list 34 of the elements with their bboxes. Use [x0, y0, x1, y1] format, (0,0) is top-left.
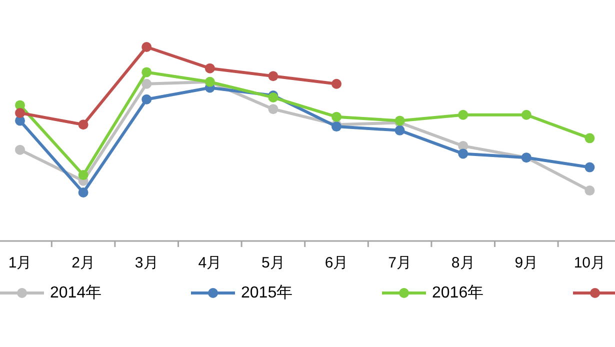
- point: [458, 148, 468, 159]
- point: [78, 188, 88, 198]
- point: [142, 67, 152, 78]
- x-tick-label: 4月: [198, 254, 222, 272]
- point: [142, 42, 152, 52]
- point: [521, 110, 532, 120]
- point: [332, 112, 342, 122]
- x-tick-label: 9月: [514, 254, 538, 272]
- x-tick-label: 1月: [8, 254, 32, 272]
- point: [268, 104, 278, 114]
- x-tick-label: 7月: [388, 254, 412, 272]
- x-tick-label: 5月: [262, 254, 285, 272]
- legend-label: 2015年: [241, 284, 293, 302]
- x-tick-label: 10月: [574, 254, 606, 272]
- point: [332, 78, 342, 89]
- point: [394, 125, 405, 136]
- point: [15, 144, 25, 155]
- point: [458, 110, 468, 120]
- point: [78, 170, 88, 180]
- x-tick-label: 3月: [134, 254, 158, 272]
- point: [584, 186, 595, 196]
- legend-label: 2014年: [50, 284, 102, 302]
- point: [268, 71, 278, 82]
- point: [142, 94, 152, 104]
- x-tick-label: 8月: [451, 254, 475, 272]
- point: [584, 162, 595, 172]
- point: [78, 120, 88, 130]
- point: [142, 78, 152, 89]
- point: [584, 133, 595, 144]
- point: [204, 63, 215, 74]
- legend-label: 2016年: [432, 284, 484, 302]
- point: [15, 108, 25, 118]
- x-tick-label: 6月: [324, 254, 348, 272]
- x-tick-label: 2月: [72, 254, 95, 272]
